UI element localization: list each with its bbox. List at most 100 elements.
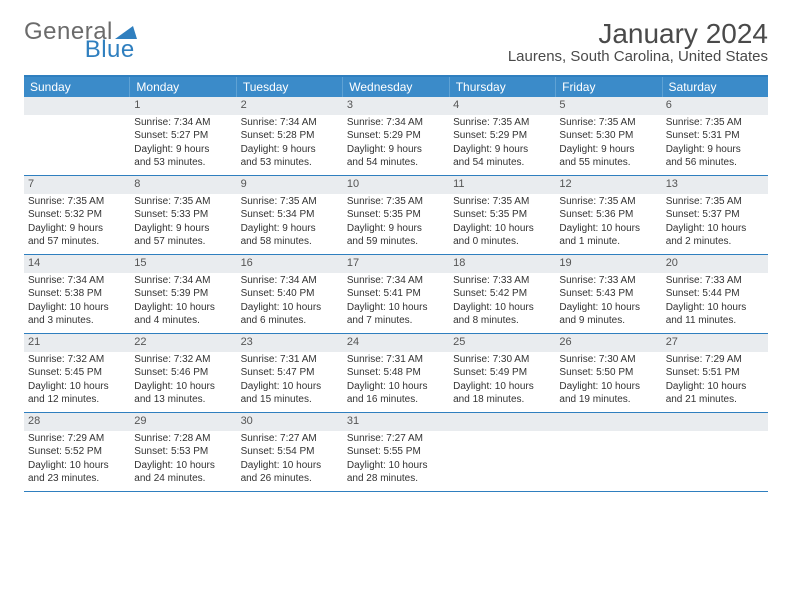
daylight-text: and 57 minutes.: [28, 236, 126, 249]
day-number: 7: [24, 176, 130, 194]
day-cell: [24, 97, 130, 175]
sunset-text: Sunset: 5:36 PM: [559, 209, 657, 222]
daylight-text: and 16 minutes.: [347, 394, 445, 407]
day-cell: 28 Sunrise: 7:29 AMSunset: 5:52 PMDayligh…: [24, 413, 130, 491]
daylight-text: Daylight: 10 hours: [28, 460, 126, 473]
daylight-text: Daylight: 10 hours: [241, 381, 339, 394]
day-cell: 20Sunrise: 7:33 AMSunset: 5:44 PMDayligh…: [662, 255, 768, 333]
daylight-text: and 54 minutes.: [347, 157, 445, 170]
weekday-header: Saturday: [663, 77, 768, 97]
daylight-text: Daylight: 10 hours: [28, 302, 126, 315]
day-cell: 22Sunrise: 7:32 AMSunset: 5:46 PMDayligh…: [130, 334, 236, 412]
daylight-text: and 55 minutes.: [559, 157, 657, 170]
sunrise-text: Sunrise: 7:29 AM: [28, 433, 126, 446]
sunset-text: Sunset: 5:29 PM: [453, 130, 551, 143]
day-cell: 10Sunrise: 7:35 AMSunset: 5:35 PMDayligh…: [343, 176, 449, 254]
sunrise-text: Sunrise: 7:31 AM: [241, 354, 339, 367]
daylight-text: Daylight: 10 hours: [28, 381, 126, 394]
sunset-text: Sunset: 5:37 PM: [666, 209, 764, 222]
day-number: 6: [662, 97, 768, 115]
sunrise-text: Sunrise: 7:34 AM: [241, 117, 339, 130]
day-number: 10: [343, 176, 449, 194]
day-cell: 25Sunrise: 7:30 AMSunset: 5:49 PMDayligh…: [449, 334, 555, 412]
sunrise-text: Sunrise: 7:33 AM: [559, 275, 657, 288]
sunset-text: Sunset: 5:49 PM: [453, 367, 551, 380]
day-number: 2: [237, 97, 343, 115]
day-cell: 9Sunrise: 7:35 AMSunset: 5:34 PMDaylight…: [237, 176, 343, 254]
day-cell: 16Sunrise: 7:34 AMSunset: 5:40 PMDayligh…: [237, 255, 343, 333]
weekday-header: Thursday: [450, 77, 556, 97]
week-row: 21Sunrise: 7:32 AMSunset: 5:45 PMDayligh…: [24, 334, 768, 413]
daylight-text: Daylight: 9 hours: [134, 144, 232, 157]
daylight-text: Daylight: 10 hours: [559, 223, 657, 236]
sunset-text: Sunset: 5:46 PM: [134, 367, 232, 380]
daylight-text: and 0 minutes.: [453, 236, 551, 249]
daylight-text: Daylight: 9 hours: [453, 144, 551, 157]
daylight-text: Daylight: 9 hours: [241, 144, 339, 157]
day-cell: 11Sunrise: 7:35 AMSunset: 5:35 PMDayligh…: [449, 176, 555, 254]
weekday-header: Sunday: [24, 77, 130, 97]
day-cell: 14Sunrise: 7:34 AMSunset: 5:38 PMDayligh…: [24, 255, 130, 333]
weekday-header-row: Sunday Monday Tuesday Wednesday Thursday…: [24, 77, 768, 97]
sunset-text: Sunset: 5:28 PM: [241, 130, 339, 143]
week-row: 28Sunrise: 7:29 AMSunset: 5:52 PMDayligh…: [24, 413, 768, 492]
daylight-text: and 19 minutes.: [559, 394, 657, 407]
daylight-text: and 2 minutes.: [666, 236, 764, 249]
week-row: 7Sunrise: 7:35 AMSunset: 5:32 PMDaylight…: [24, 176, 768, 255]
day-number: 17: [343, 255, 449, 273]
day-cell: 30Sunrise: 7:27 AMSunset: 5:54 PMDayligh…: [237, 413, 343, 491]
weekday-header: Monday: [130, 77, 236, 97]
sunset-text: Sunset: 5:55 PM: [347, 446, 445, 459]
daylight-text: Daylight: 9 hours: [666, 144, 764, 157]
title-block: January 2024: [598, 18, 768, 50]
day-number: 24: [343, 334, 449, 352]
sunset-text: Sunset: 5:35 PM: [453, 209, 551, 222]
sunrise-text: Sunrise: 7:34 AM: [347, 275, 445, 288]
week-row: 14Sunrise: 7:34 AMSunset: 5:38 PMDayligh…: [24, 255, 768, 334]
weekday-header: Friday: [556, 77, 662, 97]
sunrise-text: Sunrise: 7:35 AM: [347, 196, 445, 209]
day-number-empty: [662, 413, 768, 431]
day-number: 21: [24, 334, 130, 352]
sunrise-text: Sunrise: 7:35 AM: [559, 196, 657, 209]
day-number: 18: [449, 255, 555, 273]
day-number: 23: [237, 334, 343, 352]
day-number-empty: [24, 97, 130, 115]
day-number: 28: [24, 413, 130, 431]
day-number: 20: [662, 255, 768, 273]
daylight-text: and 24 minutes.: [134, 473, 232, 486]
daylight-text: and 3 minutes.: [28, 315, 126, 328]
sunset-text: Sunset: 5:50 PM: [559, 367, 657, 380]
day-cell: 7Sunrise: 7:35 AMSunset: 5:32 PMDaylight…: [24, 176, 130, 254]
daylight-text: and 7 minutes.: [347, 315, 445, 328]
sunrise-text: Sunrise: 7:31 AM: [347, 354, 445, 367]
weekday-header: Wednesday: [343, 77, 449, 97]
sunset-text: Sunset: 5:38 PM: [28, 288, 126, 301]
sunset-text: Sunset: 5:44 PM: [666, 288, 764, 301]
day-cell: [555, 413, 661, 491]
day-number: 9: [237, 176, 343, 194]
day-number: 5: [555, 97, 661, 115]
sunset-text: Sunset: 5:41 PM: [347, 288, 445, 301]
daylight-text: Daylight: 10 hours: [453, 381, 551, 394]
sunset-text: Sunset: 5:53 PM: [134, 446, 232, 459]
day-cell: 31Sunrise: 7:27 AMSunset: 5:55 PMDayligh…: [343, 413, 449, 491]
sunrise-text: Sunrise: 7:34 AM: [241, 275, 339, 288]
sunrise-text: Sunrise: 7:34 AM: [134, 117, 232, 130]
sunset-text: Sunset: 5:54 PM: [241, 446, 339, 459]
sunset-text: Sunset: 5:39 PM: [134, 288, 232, 301]
daylight-text: Daylight: 10 hours: [134, 460, 232, 473]
day-cell: 29Sunrise: 7:28 AMSunset: 5:53 PMDayligh…: [130, 413, 236, 491]
daylight-text: and 28 minutes.: [347, 473, 445, 486]
day-number-empty: [555, 413, 661, 431]
daylight-text: Daylight: 10 hours: [559, 381, 657, 394]
daylight-text: and 6 minutes.: [241, 315, 339, 328]
daylight-text: and 56 minutes.: [666, 157, 764, 170]
day-cell: 19Sunrise: 7:33 AMSunset: 5:43 PMDayligh…: [555, 255, 661, 333]
daylight-text: Daylight: 9 hours: [241, 223, 339, 236]
sunset-text: Sunset: 5:43 PM: [559, 288, 657, 301]
sunrise-text: Sunrise: 7:35 AM: [666, 196, 764, 209]
day-number: 12: [555, 176, 661, 194]
daylight-text: Daylight: 10 hours: [134, 381, 232, 394]
sunset-text: Sunset: 5:52 PM: [28, 446, 126, 459]
